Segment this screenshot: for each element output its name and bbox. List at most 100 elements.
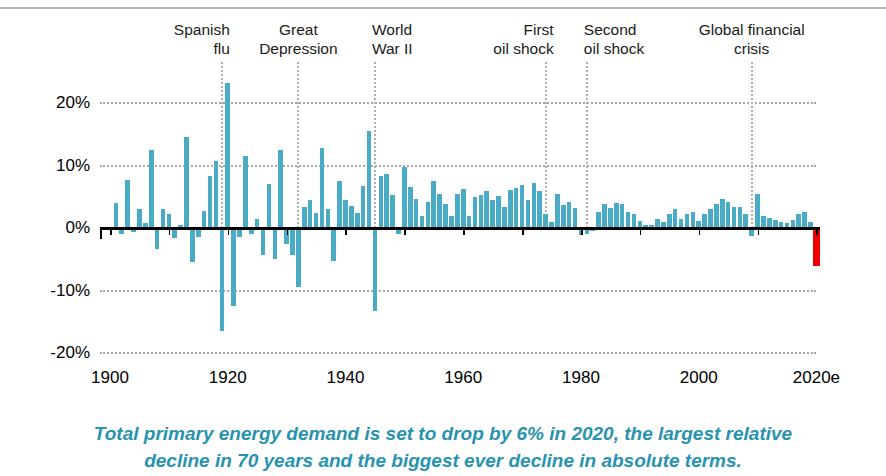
grid-line-10	[100, 165, 816, 167]
event-label-line1: Great	[218, 20, 378, 39]
axis-left-end-tick	[100, 227, 102, 239]
bar-1946	[379, 176, 384, 228]
x-axis-tick-1940	[345, 229, 347, 235]
bar-1941	[349, 206, 354, 228]
bar-1969	[514, 188, 519, 228]
grid-line-20	[100, 102, 816, 104]
bar-1931	[290, 228, 295, 255]
bar-1977	[561, 205, 566, 228]
bar-1916	[202, 211, 207, 229]
x-axis-label-2000: 2000	[664, 368, 734, 388]
event-label-line2: oil shock	[493, 39, 553, 58]
bar-1927	[267, 184, 272, 228]
x-axis-label-1920: 1920	[193, 368, 263, 388]
x-axis-tick-2020	[816, 229, 818, 235]
bar-1978	[567, 202, 572, 228]
bar-2007	[738, 207, 743, 228]
bar-1955	[431, 181, 436, 229]
event-line-crisis	[751, 62, 753, 228]
bar-1934	[308, 200, 313, 228]
bar-1945	[373, 228, 378, 311]
x-axis-tick-1970	[522, 229, 524, 235]
bar-1944	[367, 131, 372, 228]
grid-line--10	[100, 290, 816, 292]
event-label-line2: War II	[372, 39, 413, 58]
bar-1933	[302, 207, 307, 228]
event-label-line1: Second	[584, 20, 644, 39]
bar-2003	[714, 204, 719, 228]
bar-2010	[755, 194, 760, 228]
bar-1976	[555, 194, 560, 228]
grid-line--20	[100, 352, 816, 354]
x-axis-tick-1960	[463, 229, 465, 235]
bar-1907	[149, 150, 154, 228]
bar-1972	[532, 183, 537, 228]
bar-1917	[208, 176, 213, 229]
bar-1985	[608, 208, 613, 228]
y-axis-label--20: -20%	[28, 343, 90, 363]
bar-1965	[490, 200, 495, 228]
bar-1963	[479, 195, 484, 228]
event-line-oil-shock	[586, 62, 588, 228]
x-axis-label-2020e: 2020e	[781, 368, 851, 388]
event-line-War-II	[374, 62, 376, 228]
bar-1970	[520, 185, 525, 228]
event-label-line1: First	[493, 20, 553, 39]
bar-2006	[732, 207, 737, 228]
bar-1939	[337, 181, 342, 228]
chart-frame: 20%10%0%-10%-20%190019201940196019802000…	[0, 0, 886, 476]
bar-1914	[190, 228, 195, 262]
caption-line-2: decline in 70 years and the biggest ever…	[0, 447, 886, 474]
event-line-Depression	[297, 62, 299, 228]
bar-1919	[220, 228, 225, 331]
bar-1943	[361, 186, 366, 229]
event-label-crisis: Global financialcrisis	[672, 20, 832, 58]
bar-1905	[137, 209, 142, 228]
bar-2002	[708, 209, 713, 228]
event-label-oil-shock: Secondoil shock	[584, 20, 644, 58]
bar-1932	[296, 228, 301, 287]
y-axis-label-10: 10%	[28, 156, 90, 176]
bar-1928	[273, 228, 278, 259]
bar-1971	[526, 200, 531, 228]
bar-1911	[172, 228, 177, 238]
y-axis-label-0: 0%	[28, 218, 90, 238]
y-axis-label-20: 20%	[28, 93, 90, 113]
bar-1937	[326, 209, 331, 228]
bar-1959	[455, 194, 460, 228]
x-axis-label-1900: 1900	[75, 368, 145, 388]
bar-1903	[125, 180, 130, 228]
event-label-Depression: GreatDepression	[218, 20, 378, 58]
bar-1973	[537, 191, 542, 228]
x-axis-tick-1980	[581, 229, 583, 235]
bar-1901	[114, 203, 119, 228]
bar-1913	[184, 137, 189, 228]
bar-1960	[461, 189, 466, 228]
bar-1952	[414, 199, 419, 228]
bar-1996	[673, 209, 678, 228]
bar-1962	[473, 197, 478, 228]
bar-1951	[408, 187, 413, 228]
x-axis-tick-1950	[404, 229, 406, 235]
event-label-War-II: WorldWar II	[372, 20, 413, 58]
bar-1909	[161, 209, 166, 228]
bar-1956	[437, 194, 442, 228]
bar-1948	[390, 195, 395, 228]
bar-1926	[261, 228, 266, 255]
bar-1923	[243, 156, 248, 228]
x-axis-tick-1930	[287, 229, 289, 235]
x-axis-tick-1910	[169, 229, 171, 235]
x-axis-label-1940: 1940	[310, 368, 380, 388]
bar-2005	[726, 202, 731, 228]
x-axis-tick-1990	[640, 229, 642, 235]
bar-1947	[384, 174, 389, 228]
bar-1954	[426, 202, 431, 228]
bar-1967	[502, 207, 507, 228]
bar-1987	[620, 204, 625, 228]
x-axis-label-1960: 1960	[428, 368, 498, 388]
bar-1918	[214, 161, 219, 228]
y-axis-label--10: -10%	[28, 281, 90, 301]
bar-1957	[443, 204, 448, 228]
bar-2004	[720, 199, 725, 228]
bar-1920	[225, 83, 230, 228]
